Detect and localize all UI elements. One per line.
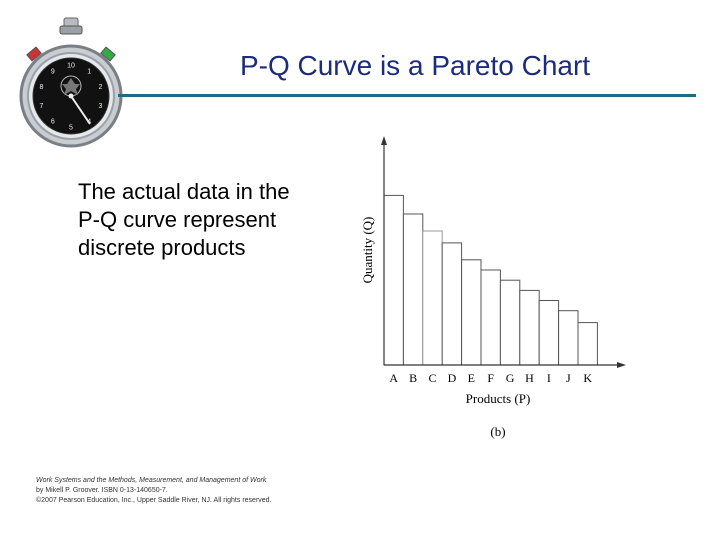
credit-text: Work Systems and the Methods, Measuremen… <box>36 476 336 506</box>
x-tick-label: A <box>389 371 398 385</box>
dial-number: 2 <box>99 84 103 91</box>
x-tick-label: K <box>583 371 592 385</box>
x-tick-label: B <box>409 371 417 385</box>
y-axis-arrow <box>381 136 387 145</box>
bar-I <box>538 300 560 366</box>
dial-number: 3 <box>99 103 103 110</box>
dial-number: 8 <box>40 84 44 91</box>
panel-label: (b) <box>490 424 505 439</box>
credit-line-1: Work Systems and the Methods, Measuremen… <box>36 477 267 484</box>
dial-number: 9 <box>51 68 55 75</box>
bar-H <box>519 289 540 366</box>
dial-number: 10 <box>67 63 75 70</box>
x-tick-label: J <box>566 371 571 385</box>
x-tick-label: C <box>428 371 436 385</box>
x-tick-label: I <box>547 371 551 385</box>
x-tick-label: G <box>506 371 515 385</box>
dial-number: 6 <box>51 119 55 126</box>
credit-line-2: by Mikell P. Groover. ISBN 0-13-140650-7… <box>36 487 168 494</box>
bar-B <box>402 213 424 366</box>
x-tick-label: D <box>448 371 457 385</box>
body-line-2: P-Q curve represent <box>78 207 277 232</box>
bar-G <box>499 279 521 366</box>
body-line-3: discrete products <box>78 235 246 260</box>
bar-C <box>422 230 443 366</box>
x-tick-label: E <box>468 371 475 385</box>
x-axis-label: Products (P) <box>466 391 531 406</box>
slide-title: P-Q Curve is a Pareto Chart <box>239 50 591 81</box>
title-rule <box>118 94 696 97</box>
dial-number: 7 <box>40 103 44 110</box>
x-axis-arrow <box>617 362 626 368</box>
bar-F <box>480 269 501 366</box>
bar-J <box>558 310 579 366</box>
dial-number: 1 <box>87 68 91 75</box>
x-tick-label: F <box>487 371 494 385</box>
bar-D <box>441 242 463 366</box>
bar-E <box>461 259 482 366</box>
body-text: The actual data in the P-Q curve represe… <box>78 178 358 262</box>
stopwatch-icon: 12345678910 <box>19 17 123 148</box>
body-line-1: The actual data in the <box>78 179 290 204</box>
dial-number: 5 <box>69 125 73 132</box>
y-axis-label: Quantity (Q) <box>360 217 375 284</box>
bar-A <box>383 194 404 366</box>
x-tick-label: H <box>525 371 534 385</box>
bar-K <box>577 322 598 366</box>
credit-line-3: ©2007 Pearson Education, Inc., Upper Sad… <box>36 497 272 504</box>
